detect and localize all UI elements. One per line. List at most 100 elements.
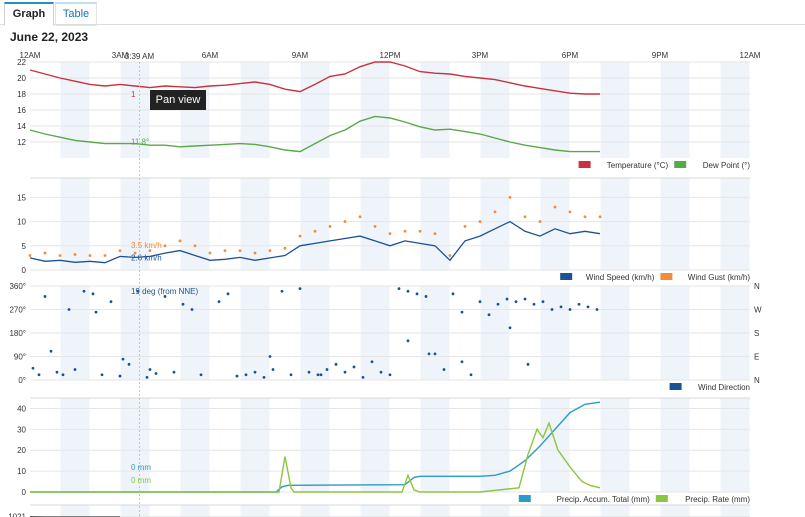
y-tick-label: 90° (14, 353, 26, 362)
tab-table[interactable]: Table (55, 2, 97, 26)
time-band (180, 178, 210, 270)
data-point (325, 368, 329, 371)
time-band (660, 178, 690, 270)
data-point (199, 373, 203, 377)
data-point (523, 215, 527, 219)
y-tick-label: 0° (18, 376, 26, 385)
time-band (420, 398, 450, 492)
time-band (720, 178, 750, 270)
data-label: 19 deg (from NNE) (131, 287, 198, 296)
data-point (319, 373, 323, 377)
data-label: 0 mm (131, 463, 151, 472)
series-line (30, 421, 601, 493)
y-tick-label: 12 (17, 138, 26, 147)
legend-swatch (655, 495, 668, 502)
y-tick-label: 16 (17, 106, 26, 115)
data-point (433, 232, 437, 236)
data-point (280, 289, 284, 293)
data-point (73, 253, 77, 256)
data-point (460, 310, 464, 314)
x-tick-label: 3PM (472, 51, 489, 60)
data-label: 2.6 km/h (131, 253, 162, 262)
y-tick-label: 10 (17, 467, 26, 476)
data-point (448, 254, 452, 257)
data-point (553, 205, 557, 209)
time-band (660, 398, 690, 492)
data-point (190, 308, 194, 311)
data-point (55, 370, 59, 374)
x-tick-label: 6AM (202, 51, 219, 60)
data-point (217, 300, 221, 304)
data-point (568, 210, 572, 214)
data-point (28, 254, 32, 257)
time-band (240, 398, 270, 492)
data-point (427, 352, 431, 356)
series-line (30, 401, 601, 493)
y-tick-label: 18 (17, 90, 26, 99)
y-tick-label: 14 (17, 122, 26, 131)
data-point (586, 305, 590, 309)
data-point (58, 254, 62, 257)
y2-tick-label: E (754, 353, 759, 362)
y2-tick-label: S (754, 329, 759, 338)
time-band (120, 178, 150, 270)
x-tick-label: 9PM (652, 51, 669, 60)
data-point (181, 302, 185, 306)
data-point (442, 368, 446, 371)
data-point (223, 249, 227, 253)
data-point (379, 370, 383, 374)
data-point (226, 292, 230, 296)
data-label: 3.5 km/h (131, 241, 162, 250)
data-point (238, 249, 242, 253)
y-tick-label: 180° (9, 329, 26, 338)
x-tick-label: 3AM (112, 51, 129, 60)
data-point (550, 308, 554, 311)
data-point (235, 374, 239, 378)
y-tick-label: 20 (17, 446, 26, 455)
data-point (334, 362, 338, 366)
data-point (358, 215, 362, 219)
legend-swatch (669, 383, 682, 390)
data-point (298, 234, 302, 238)
time-band (120, 505, 150, 517)
data-point (460, 360, 464, 364)
y-tick-label: 270° (9, 306, 26, 315)
data-point (208, 251, 212, 255)
data-point (103, 254, 107, 257)
legend-label: Wind Gust (km/h) (688, 273, 751, 282)
data-point (313, 229, 317, 233)
data-point (343, 370, 347, 374)
legend-swatch (518, 495, 531, 502)
time-band (360, 398, 390, 492)
data-point (559, 305, 563, 309)
x-tick-label: 9AM (292, 51, 309, 60)
y-tick-label: 30 (17, 425, 26, 434)
data-point (598, 215, 602, 219)
data-point (145, 375, 149, 379)
legend-label: Temperature (°C) (607, 161, 669, 170)
tab-graph[interactable]: Graph (4, 2, 54, 26)
data-point (148, 249, 152, 253)
data-point (487, 313, 491, 317)
data-point (283, 246, 287, 250)
y-tick-label: 15 (17, 193, 26, 202)
time-band (300, 398, 330, 492)
data-point (595, 308, 599, 311)
time-band (720, 505, 750, 517)
hover-time-label: 3:39 AM (125, 52, 155, 61)
data-point (118, 374, 122, 378)
pan-view-tooltip: Pan view (150, 90, 206, 110)
legend-label: Precip. Rate (mm) (685, 495, 750, 504)
data-point (478, 300, 482, 304)
data-point (118, 249, 122, 253)
data-point (493, 210, 497, 214)
time-band (240, 505, 270, 517)
y-tick-label: 10 (17, 218, 26, 227)
data-point (253, 370, 257, 374)
time-band (360, 178, 390, 270)
data-point (316, 373, 320, 377)
y-tick-label: 40 (17, 404, 26, 413)
time-band (420, 505, 450, 517)
legend-swatch (578, 161, 591, 168)
